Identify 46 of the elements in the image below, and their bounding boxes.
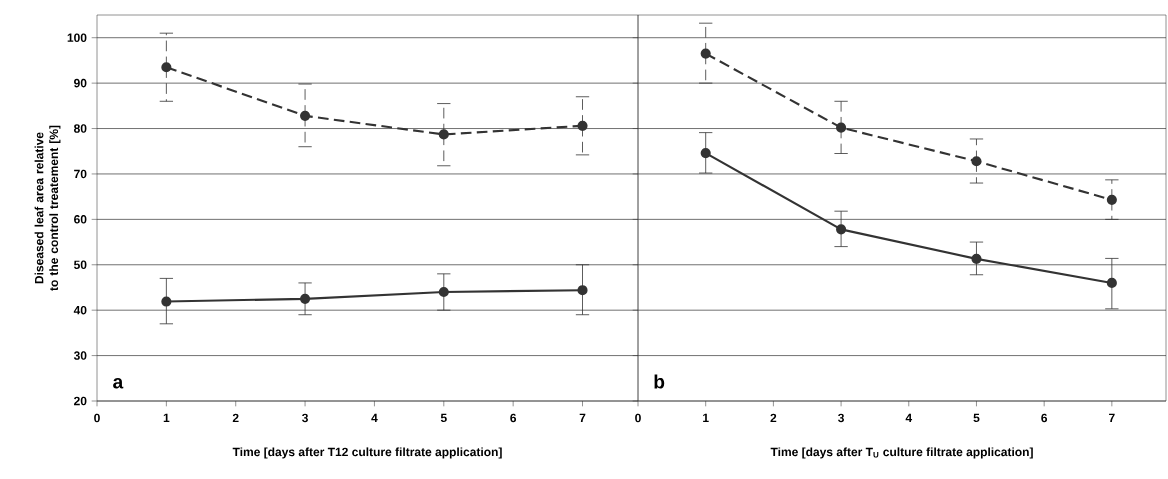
x-tick-label: 1 <box>163 413 170 422</box>
x-tick-label: 2 <box>232 413 239 423</box>
x-tick-label: 2 <box>770 413 777 423</box>
point <box>1106 277 1117 288</box>
x-tick-label: 3 <box>838 413 844 423</box>
y-tick-label: 50 <box>73 260 87 270</box>
point <box>836 122 847 133</box>
point <box>971 253 982 264</box>
y-axis-title: Diseased leaf area relative to the control treatement [%] <box>34 125 61 291</box>
point <box>971 156 982 167</box>
point <box>700 147 711 159</box>
point <box>700 48 711 59</box>
point <box>836 224 847 235</box>
x-tick-label: 5 <box>973 413 980 423</box>
y-tick-label: 90 <box>74 78 87 88</box>
x-tick-label: 0 <box>94 413 100 423</box>
x-axis-title: Time [days after T12 culture filtrate application] <box>232 447 502 459</box>
x-tick-label: 7 <box>579 413 586 422</box>
point <box>438 286 449 298</box>
y-tick-label: 60 <box>74 215 87 224</box>
x-tick-label: 0 <box>635 413 641 423</box>
y-tick-label: 20 <box>74 396 87 406</box>
y-tick-label: 70 <box>74 169 87 179</box>
y-tick-label: 80 <box>73 124 87 133</box>
point <box>438 129 449 140</box>
point <box>161 296 172 307</box>
point <box>161 62 172 73</box>
point <box>300 110 311 121</box>
x-tick-label: 4 <box>905 413 913 422</box>
x-axis-title: Time [days after T$_{U}$ culture filtrate application] <box>770 447 1033 459</box>
x-tick-label: 5 <box>440 413 447 423</box>
y-tick-label: 100 <box>67 33 87 42</box>
y-tick-label: 30 <box>73 351 87 360</box>
point <box>577 120 588 131</box>
x-tick-label: 1 <box>703 413 709 422</box>
point <box>300 293 311 304</box>
x-tick-label: 6 <box>510 413 517 423</box>
annotation: b <box>654 374 665 389</box>
x-tick-label: 4 <box>371 413 378 422</box>
x-tick-label: 7 <box>1109 413 1115 422</box>
x-tick-label: 3 <box>302 413 308 423</box>
annotation: a <box>113 378 124 389</box>
point <box>577 285 588 296</box>
point <box>1106 194 1117 205</box>
x-tick-label: 6 <box>1041 413 1048 423</box>
y-tick-label: 40 <box>73 305 87 315</box>
